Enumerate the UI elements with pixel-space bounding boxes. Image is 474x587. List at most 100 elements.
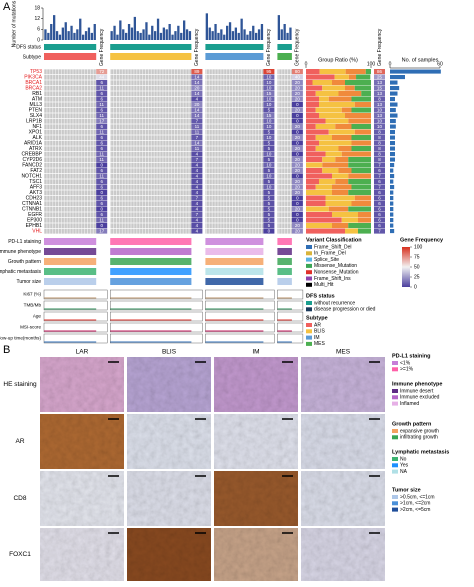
- frequency-label: 6: [100, 195, 103, 200]
- frequency-label: 6: [378, 217, 381, 222]
- frequency-label: 4: [196, 223, 199, 228]
- gene-label: BRCA1: [25, 80, 42, 86]
- clinical-track: [44, 268, 97, 275]
- frequency-label: 13: [377, 102, 383, 107]
- frequency-label: 10: [266, 162, 272, 167]
- ratio-segment: [332, 223, 349, 229]
- frequency-cell: [263, 69, 275, 75]
- sample-bar: [390, 185, 395, 190]
- frequency-cell: [374, 129, 385, 135]
- frequency-cell: [291, 91, 303, 97]
- mutation-bar: [171, 34, 174, 40]
- frequency-label: 5: [268, 201, 271, 206]
- frequency-label: 7: [196, 118, 199, 123]
- frequency-label: 4: [196, 96, 199, 101]
- legend-label: Immune desert: [400, 388, 434, 394]
- frequency-cell: [96, 91, 108, 97]
- ratio-segment: [341, 217, 358, 223]
- sample-bar: [390, 108, 396, 113]
- y-tick-label: 18: [34, 5, 40, 11]
- mutation-grid: [205, 69, 264, 234]
- frequency-cell: [374, 157, 385, 163]
- legend-label: Splice_Site: [314, 257, 339, 263]
- frequency-label: 5: [268, 212, 271, 217]
- frequency-cell: [96, 146, 108, 152]
- ratio-segment: [345, 80, 371, 86]
- mutation-bar: [73, 32, 76, 40]
- frequency-cell: [291, 201, 303, 207]
- frequency-cell: [191, 129, 203, 135]
- mutation-bar: [214, 24, 217, 40]
- sample-bar: [390, 113, 398, 118]
- mutation-bar: [249, 31, 252, 40]
- legend-swatch: [392, 367, 398, 372]
- sample-bar: [390, 212, 394, 217]
- row-label: FOXC1: [9, 551, 31, 558]
- frequency-cell: [191, 124, 203, 130]
- ratio-segment: [354, 85, 371, 91]
- gene-label: CTNNA1: [22, 201, 42, 207]
- colorbar-label: 100: [414, 244, 423, 250]
- column-header: Gene Frequency: [99, 28, 105, 66]
- frequency-cell: [96, 113, 108, 119]
- frequency-label: 20: [295, 179, 301, 184]
- legend-swatch: [392, 495, 398, 499]
- frequency-label: 11: [99, 151, 104, 156]
- gene-label: EPHB1: [26, 223, 43, 229]
- histology-texture: [40, 528, 124, 581]
- gene-label: ARID1A: [24, 141, 43, 147]
- track-label: Age: [33, 314, 42, 319]
- legend-title: Lymphatic metastasis: [392, 449, 449, 455]
- ratio-segment: [325, 151, 342, 157]
- legend-label: AR: [314, 322, 321, 328]
- frequency-cell: [291, 190, 303, 196]
- frequency-cell: [263, 74, 275, 80]
- ratio-segment: [345, 113, 371, 119]
- frequency-label: 11: [99, 102, 104, 107]
- x-tick-label: 0: [305, 61, 308, 67]
- column-header: LAR: [76, 349, 89, 356]
- clinical-track: [110, 238, 192, 245]
- clinical-track: [205, 258, 264, 265]
- mutation-grid: [277, 69, 292, 234]
- frequency-cell: [374, 124, 385, 130]
- legend-title: Immune phenotype: [392, 381, 442, 387]
- frequency-cell: [96, 102, 108, 108]
- frequency-cell: [291, 129, 303, 135]
- gene-label: PTEN: [29, 108, 43, 114]
- histology-texture: [301, 471, 385, 526]
- gene-label: NOTCH1: [21, 174, 42, 180]
- frequency-label: 44: [99, 74, 105, 79]
- frequency-cell: [96, 96, 108, 102]
- frequency-cell: [96, 168, 108, 174]
- ratio-segment: [319, 69, 346, 75]
- gene-label: BRCA2: [25, 86, 42, 92]
- frequency-cell: [291, 228, 303, 234]
- ratio-segment: [348, 74, 357, 80]
- mutation-bar: [228, 22, 232, 40]
- histology-texture: [40, 414, 124, 469]
- frequency-cell: [291, 206, 303, 212]
- frequency-cell: [263, 124, 275, 130]
- frequency-label: 4: [196, 190, 199, 195]
- legend-title: Variant Classification: [306, 237, 362, 243]
- frequency-cell: [263, 113, 275, 119]
- sample-bar: [390, 157, 395, 162]
- ratio-segment: [306, 217, 342, 223]
- histology-texture: [40, 471, 124, 526]
- frequency-label: 20: [295, 223, 301, 228]
- mutation-bar: [240, 18, 243, 40]
- frequency-cell: [263, 195, 275, 201]
- ratio-segment: [332, 173, 349, 179]
- legend-label: Frame_Shift_Del: [314, 244, 352, 250]
- track-label: Tumor size: [16, 279, 41, 285]
- frequency-label: 5: [268, 223, 271, 228]
- frequency-cell: [263, 179, 275, 185]
- ratio-segment: [322, 168, 339, 174]
- gene-label: ATRX: [29, 146, 43, 152]
- frequency-label: 5: [268, 195, 271, 200]
- subtype-strip: [110, 53, 192, 60]
- frequency-cell: [263, 80, 275, 86]
- ratio-segment: [351, 107, 371, 113]
- frequency-label: 5: [268, 190, 271, 195]
